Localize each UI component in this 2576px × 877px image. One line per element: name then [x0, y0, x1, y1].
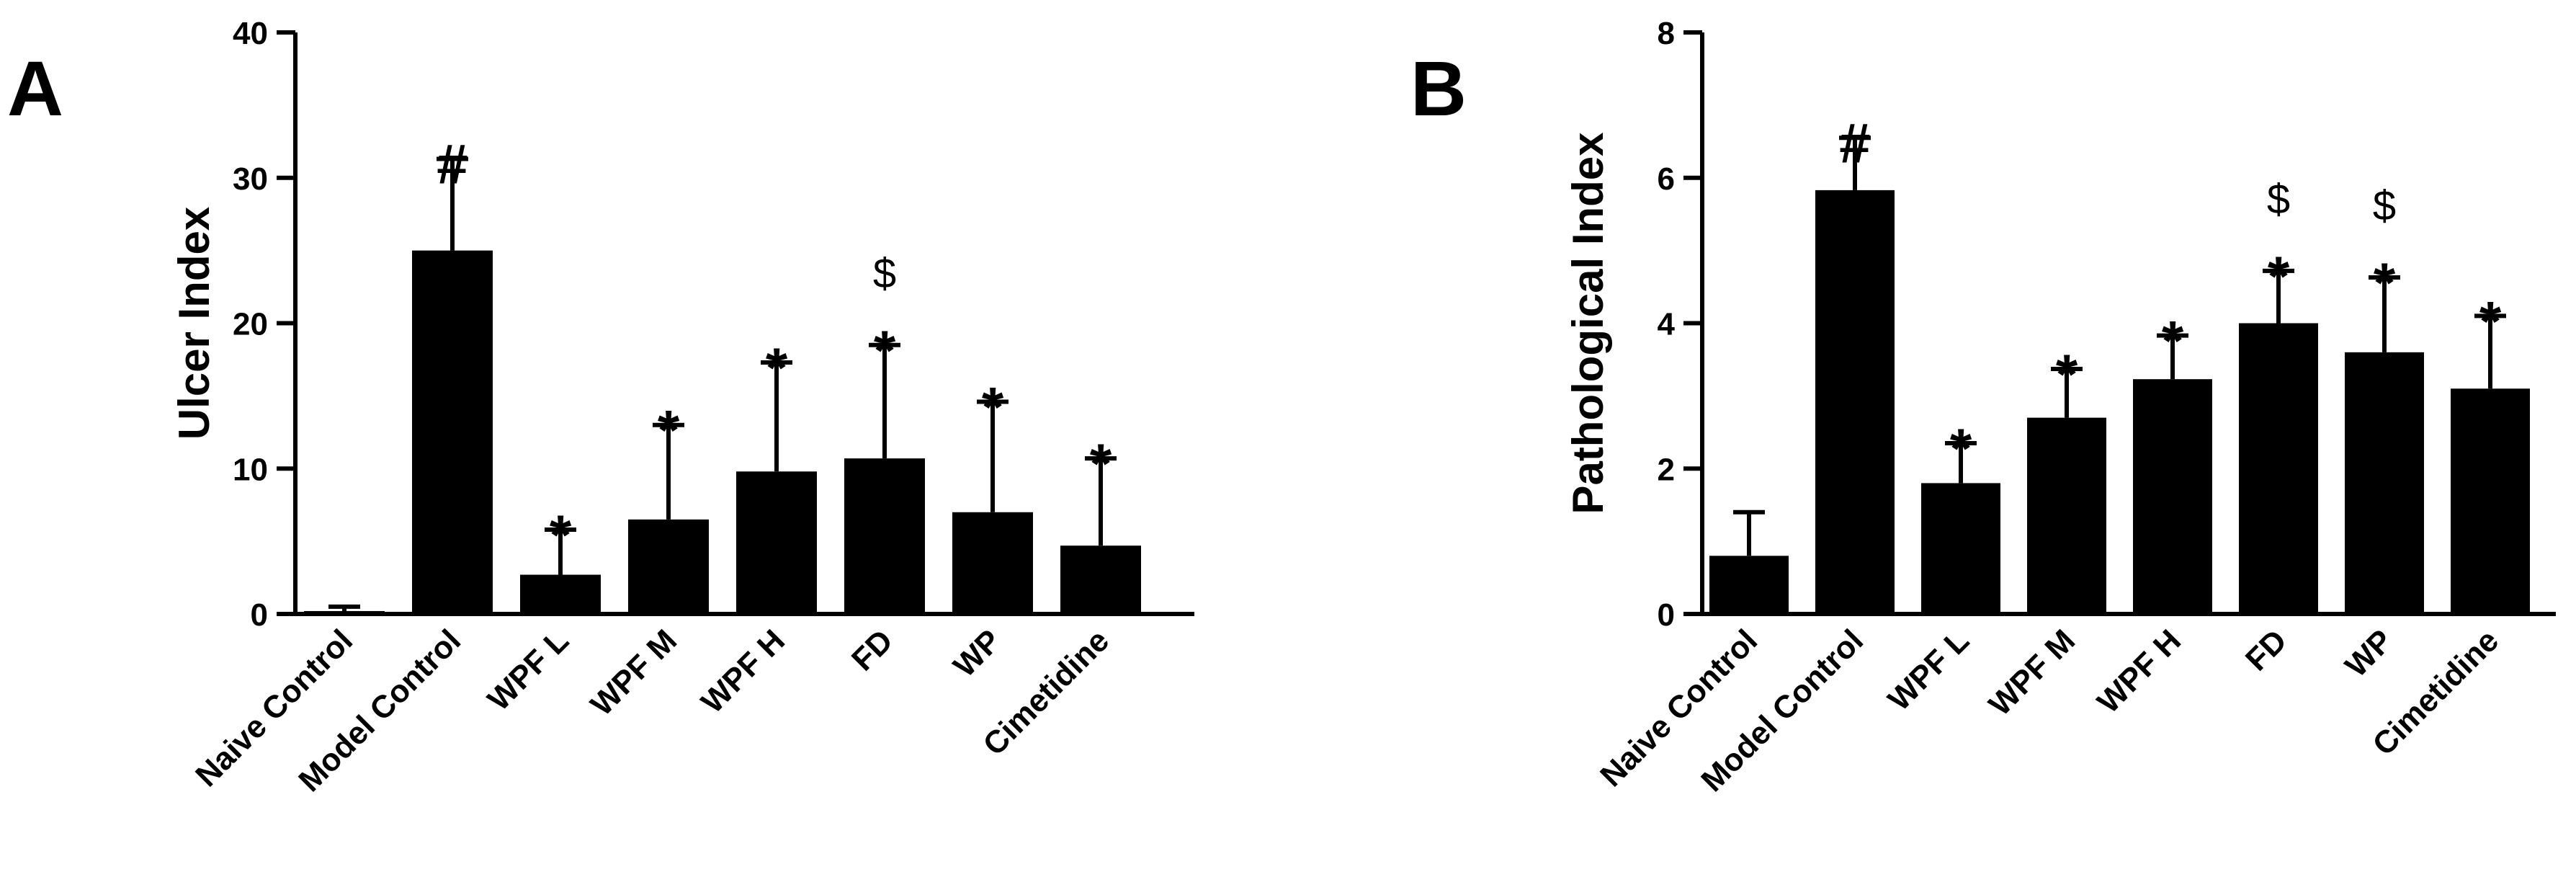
category-label: WPF H — [2090, 623, 2188, 720]
bar — [2133, 379, 2212, 614]
bar — [1921, 483, 2000, 614]
star-significance-mark: * — [766, 336, 788, 399]
bar — [1815, 190, 1895, 614]
star-significance-mark: * — [1950, 417, 1972, 480]
y-tick-label: 0 — [251, 597, 268, 633]
bar — [736, 471, 817, 614]
y-tick-label: 20 — [233, 307, 268, 342]
y-tick-label: 10 — [233, 452, 268, 487]
category-label: WP — [947, 623, 1008, 684]
y-axis-label: Ulcer Index — [170, 207, 218, 440]
category-label: WPF M — [1982, 623, 2082, 722]
y-tick-label: 30 — [233, 161, 268, 197]
bar — [952, 512, 1033, 614]
star-significance-mark: * — [1090, 432, 1112, 495]
star-significance-mark: * — [2268, 244, 2290, 308]
bar — [844, 458, 925, 614]
dollar-significance-mark: $ — [2373, 182, 2396, 229]
y-tick-label: 4 — [1658, 307, 1676, 342]
bar — [2345, 352, 2424, 614]
category-label: WPF H — [694, 623, 792, 720]
category-label: WPF M — [584, 623, 684, 722]
star-significance-mark: * — [2374, 251, 2396, 314]
star-significance-mark: * — [658, 399, 680, 462]
star-significance-mark: * — [874, 319, 896, 382]
panel-letter: A — [7, 45, 63, 132]
y-tick-label: 40 — [233, 16, 268, 51]
dollar-significance-mark: $ — [2267, 176, 2290, 223]
bar — [1709, 556, 1789, 614]
bar — [628, 519, 709, 614]
y-tick-label: 2 — [1658, 452, 1675, 487]
bar — [2451, 388, 2530, 614]
y-tick-label: 8 — [1658, 16, 1675, 51]
y-axis-label: Pathological Index — [1564, 132, 1612, 514]
category-label: FD — [845, 623, 900, 677]
star-significance-mark: * — [2056, 342, 2078, 406]
star-significance-mark: * — [982, 375, 1004, 438]
bar — [520, 574, 601, 614]
category-label: WP — [2338, 623, 2400, 684]
bar — [2027, 417, 2106, 614]
category-label: FD — [2239, 623, 2294, 677]
hash-significance-mark: # — [1839, 111, 1870, 174]
category-label: WPF L — [1882, 623, 1976, 717]
dollar-significance-mark: $ — [873, 250, 896, 297]
panel-letter: B — [1410, 45, 1467, 132]
category-label: WPF L — [481, 623, 576, 717]
bar — [304, 610, 385, 614]
bar — [412, 250, 493, 614]
bar — [1060, 546, 1141, 614]
hash-significance-mark: # — [437, 133, 468, 196]
star-significance-mark: * — [2479, 289, 2502, 352]
y-tick-label: 6 — [1658, 161, 1675, 197]
bar — [2239, 323, 2318, 614]
star-significance-mark: * — [2162, 309, 2184, 373]
y-tick-label: 0 — [1658, 597, 1675, 633]
star-significance-mark: * — [550, 503, 572, 566]
